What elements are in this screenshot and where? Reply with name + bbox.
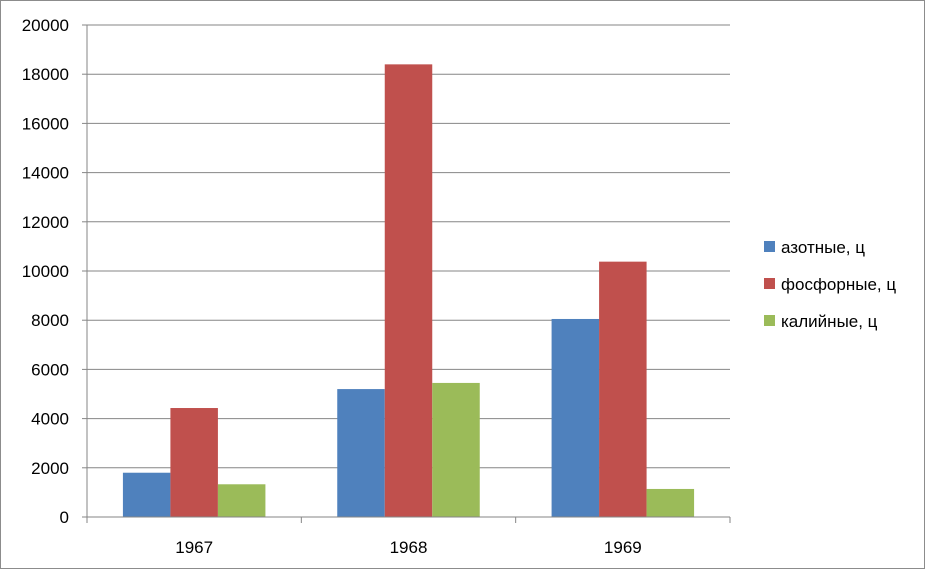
bar — [551, 318, 600, 517]
y-tick-label: 20000 — [22, 16, 69, 35]
legend-swatch — [764, 315, 775, 326]
legend-label: фосфорные, ц — [781, 275, 896, 294]
legend: азотные, ц фосфорные, ц калийные, ц — [764, 238, 896, 331]
legend-swatch — [764, 278, 775, 289]
y-tick-label: 10000 — [22, 262, 69, 281]
legend-label: азотные, ц — [781, 238, 865, 257]
x-tick-label: 1969 — [604, 538, 642, 557]
bar — [217, 484, 266, 517]
bar — [122, 472, 171, 517]
bar — [170, 408, 218, 517]
x-tick-label: 1968 — [390, 538, 428, 557]
y-tick-label: 6000 — [31, 360, 69, 379]
bar — [337, 389, 385, 517]
bars — [122, 64, 695, 518]
y-tick-label: 2000 — [31, 459, 69, 478]
y-tick-label: 18000 — [22, 65, 69, 84]
y-tick-label: 8000 — [31, 311, 69, 330]
bar — [384, 64, 433, 518]
y-tick-label: 14000 — [22, 164, 69, 183]
legend-label: калийные, ц — [781, 312, 878, 331]
y-tick-label: 4000 — [31, 410, 69, 429]
y-tick-label: 12000 — [22, 213, 69, 232]
y-axis: 0 2000 4000 6000 8000 10000 12000 14000 16000 180… — [22, 16, 88, 527]
x-tick-label: 1967 — [175, 538, 213, 557]
bar — [599, 261, 647, 517]
x-axis: 1967 1968 1969 — [86, 516, 731, 557]
bar — [646, 488, 695, 517]
y-tick-label: 16000 — [22, 114, 69, 133]
legend-swatch — [764, 241, 775, 252]
bar — [432, 382, 480, 517]
y-tick-label: 0 — [60, 508, 69, 527]
